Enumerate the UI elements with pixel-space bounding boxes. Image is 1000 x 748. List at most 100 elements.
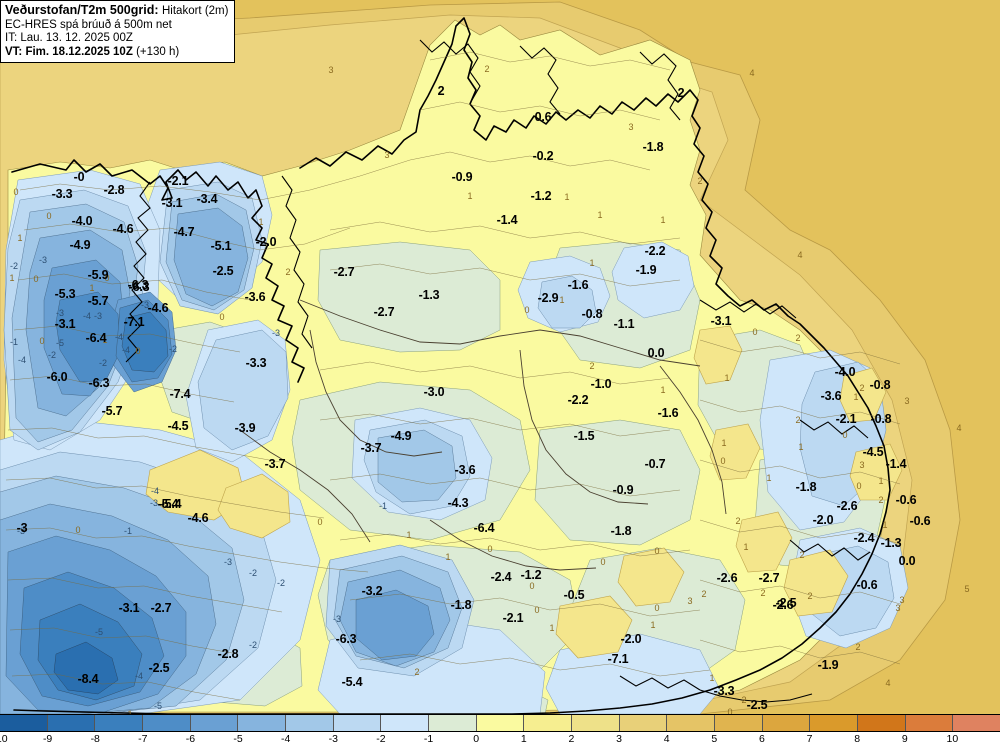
color-scale-bar[interactable] [0, 714, 1000, 732]
temperature-value-label: -1.2 [530, 189, 552, 203]
region-boundaries [239, 299, 727, 571]
color-swatch--5[interactable] [238, 715, 287, 731]
contour-value-label: 1 [559, 295, 565, 305]
temperature-value-label: -0.2 [532, 149, 554, 163]
contour-value-label: -1 [378, 501, 388, 511]
temperature-value-label: 0.0 [647, 346, 665, 360]
contour-value-label: 5 [964, 584, 970, 594]
color-swatch--3[interactable] [333, 715, 382, 731]
temperature-map[interactable]: -0 -3.3 -2.8 -4.0 -4.6 -4.9 -5.9 -5.3 -5.7 -6.3 -6… [0, 0, 1000, 714]
contour-value-label: 2 [855, 642, 861, 652]
temperature-value-label: -5.4 [341, 675, 363, 689]
contour-value-label: -1 [9, 337, 19, 347]
lead-time: (+130 h) [136, 45, 180, 58]
contour-value-label: -3 [140, 300, 150, 310]
temperature-value-label: -7.1 [123, 315, 145, 329]
scale-tick--3: -3 [328, 733, 338, 745]
contour-value-label: 3 [859, 460, 865, 470]
scale-tick-5: 5 [711, 733, 718, 745]
map-canvas [0, 1, 961, 714]
color-swatch-1[interactable] [524, 715, 573, 731]
temperature-value-label: -2.8 [103, 183, 125, 197]
color-swatch-0[interactable] [476, 715, 525, 731]
contour-value-label: -3 [149, 498, 159, 508]
contour-value-label: -2 [47, 350, 57, 360]
contour-value-label: 1 [127, 709, 133, 714]
color-swatch-10[interactable] [953, 715, 1000, 731]
scale-tick--9: -9 [42, 733, 53, 745]
contour-value-label: 2 [701, 589, 707, 599]
temperature-value-label: -6.3 [128, 280, 150, 294]
contour-value-label: 1 [597, 210, 603, 220]
contour-value-label: -4 [134, 671, 144, 681]
temperature-value-label: -2.5 [775, 596, 797, 610]
color-swatch-8[interactable] [858, 715, 906, 731]
temperature-value-label: -5.4 [157, 497, 179, 511]
color-swatch-6[interactable] [762, 715, 811, 731]
color-swatch--1[interactable] [429, 715, 477, 731]
color-swatch-9[interactable] [905, 715, 954, 731]
color-swatch-3[interactable] [619, 715, 668, 731]
temperature-value-label: -3.7 [264, 457, 286, 471]
contour-value-label: 0 [317, 517, 323, 527]
color-swatch--2[interactable] [381, 715, 430, 731]
contour-value-label: 2 [807, 591, 813, 601]
contour-value-label: 0 [33, 274, 39, 284]
contour-value-label: 0 [13, 187, 19, 197]
contour-value-label: 1 [17, 233, 23, 243]
color-swatch--7[interactable] [143, 715, 191, 731]
contour-value-label: 2 [760, 588, 766, 598]
contour-value-label: 0 [39, 336, 45, 346]
color-swatch--10[interactable] [0, 715, 48, 731]
scale-tick--10: -10 [0, 733, 8, 745]
contour-value-label: -4 [121, 345, 131, 355]
temperature-value-label: -4.0 [71, 214, 93, 228]
temperature-value-label: -1.3 [418, 288, 440, 302]
temperature-value-label: -3.1 [161, 196, 183, 210]
temperature-value-label: 0.6 [534, 110, 552, 124]
contour-value-label: 2 [859, 383, 865, 393]
contour-value-label: 1 [9, 273, 15, 283]
color-swatch-2[interactable] [572, 715, 620, 731]
contour-value-label: 3 [904, 396, 910, 406]
color-swatch--4[interactable] [286, 715, 334, 731]
temperature-value-label: -7.1 [607, 652, 629, 666]
temperature-value-label: -2.6 [772, 598, 794, 612]
color-swatch-7[interactable] [810, 715, 859, 731]
color-swatch--6[interactable] [190, 715, 239, 731]
temperature-value-label: -2.1 [167, 174, 189, 188]
contour-value-label: 1 [798, 442, 804, 452]
color-swatch--9[interactable] [47, 715, 96, 731]
color-swatch--8[interactable] [95, 715, 144, 731]
temperature-value-label: -2.2 [567, 393, 589, 407]
temperature-value-label: -2.0 [812, 513, 834, 527]
warm-valley-streaks [145, 325, 903, 659]
temperature-value-label: -4.5 [167, 419, 189, 433]
contour-value-label: -4 [114, 332, 124, 342]
contour-value-label: -1 [123, 526, 133, 536]
temperature-value-label: -1.4 [496, 213, 518, 227]
contour-value-label: 0 [104, 273, 110, 283]
scale-tick--5: -5 [233, 733, 243, 745]
temperature-value-label: -1.5 [573, 429, 595, 443]
temperature-value-label: -5.7 [101, 404, 123, 418]
temperature-value-label: -5.4 [160, 497, 182, 511]
contour-value-label: -3 [55, 308, 65, 318]
color-swatch-4[interactable] [667, 715, 716, 731]
temperature-value-label: -2.2 [644, 244, 666, 258]
contour-value-label: 1 [724, 373, 730, 383]
temperature-value-label: -0.8 [870, 412, 892, 426]
temperature-value-label: -1.0 [590, 377, 612, 391]
contour-value-label: 1 [882, 520, 888, 530]
contour-value-label: 2 [795, 415, 801, 425]
contour-value-label: 0 [534, 605, 540, 615]
contour-value-label: 3 [687, 596, 693, 606]
temperature-value-label: -2.0 [255, 235, 277, 249]
temperature-value-label: -1.3 [880, 536, 902, 550]
color-swatch-5[interactable] [715, 715, 763, 731]
contour-value-label: 1 [743, 542, 749, 552]
scale-tick-6: 6 [758, 733, 765, 745]
contour-value-label: 0 [75, 525, 81, 535]
temperature-value-label: -3.4 [196, 192, 218, 206]
